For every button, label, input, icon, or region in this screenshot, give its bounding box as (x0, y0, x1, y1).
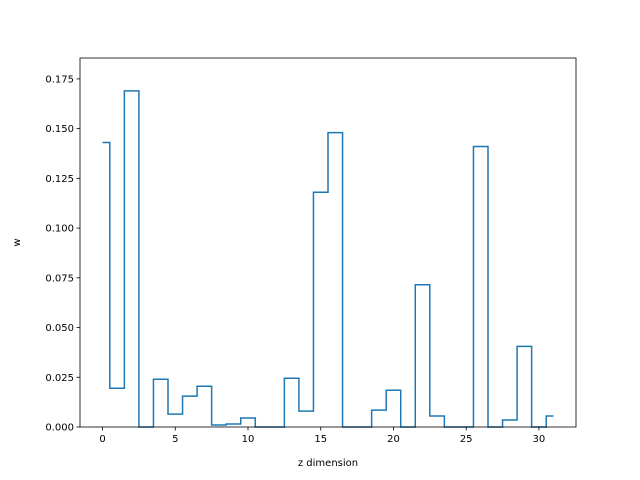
y-tick-label: 0.025 (45, 373, 74, 384)
x-tick-label: 5 (172, 434, 178, 445)
y-tick-label: 0.100 (45, 224, 74, 235)
x-axis-label: z dimension (298, 458, 358, 469)
axes-frame (79, 57, 577, 428)
x-tick-label: 25 (460, 434, 473, 445)
x-tick-label: 10 (242, 434, 255, 445)
x-tick-label: 0 (99, 434, 105, 445)
y-axis-label: w (12, 238, 23, 246)
ticks-layer: 0 5 10 15 20 25 30 0.000 0.025 0.050 0.075 0.100 0.1… (45, 74, 545, 445)
plot-area (80, 58, 576, 427)
y-tick-label: 0.175 (45, 74, 74, 85)
x-tick-label: 15 (314, 434, 327, 445)
y-tick-label: 0.150 (45, 124, 74, 135)
y-tick-label: 0.125 (45, 174, 74, 185)
x-tick-label: 30 (533, 434, 546, 445)
series-line (102, 90, 554, 428)
x-tick-label: 20 (387, 434, 400, 445)
y-tick-label: 0.050 (45, 323, 74, 334)
y-tick-label: 0.075 (45, 273, 74, 284)
y-tick-label: 0.000 (45, 423, 74, 434)
series-layer (102, 90, 554, 428)
